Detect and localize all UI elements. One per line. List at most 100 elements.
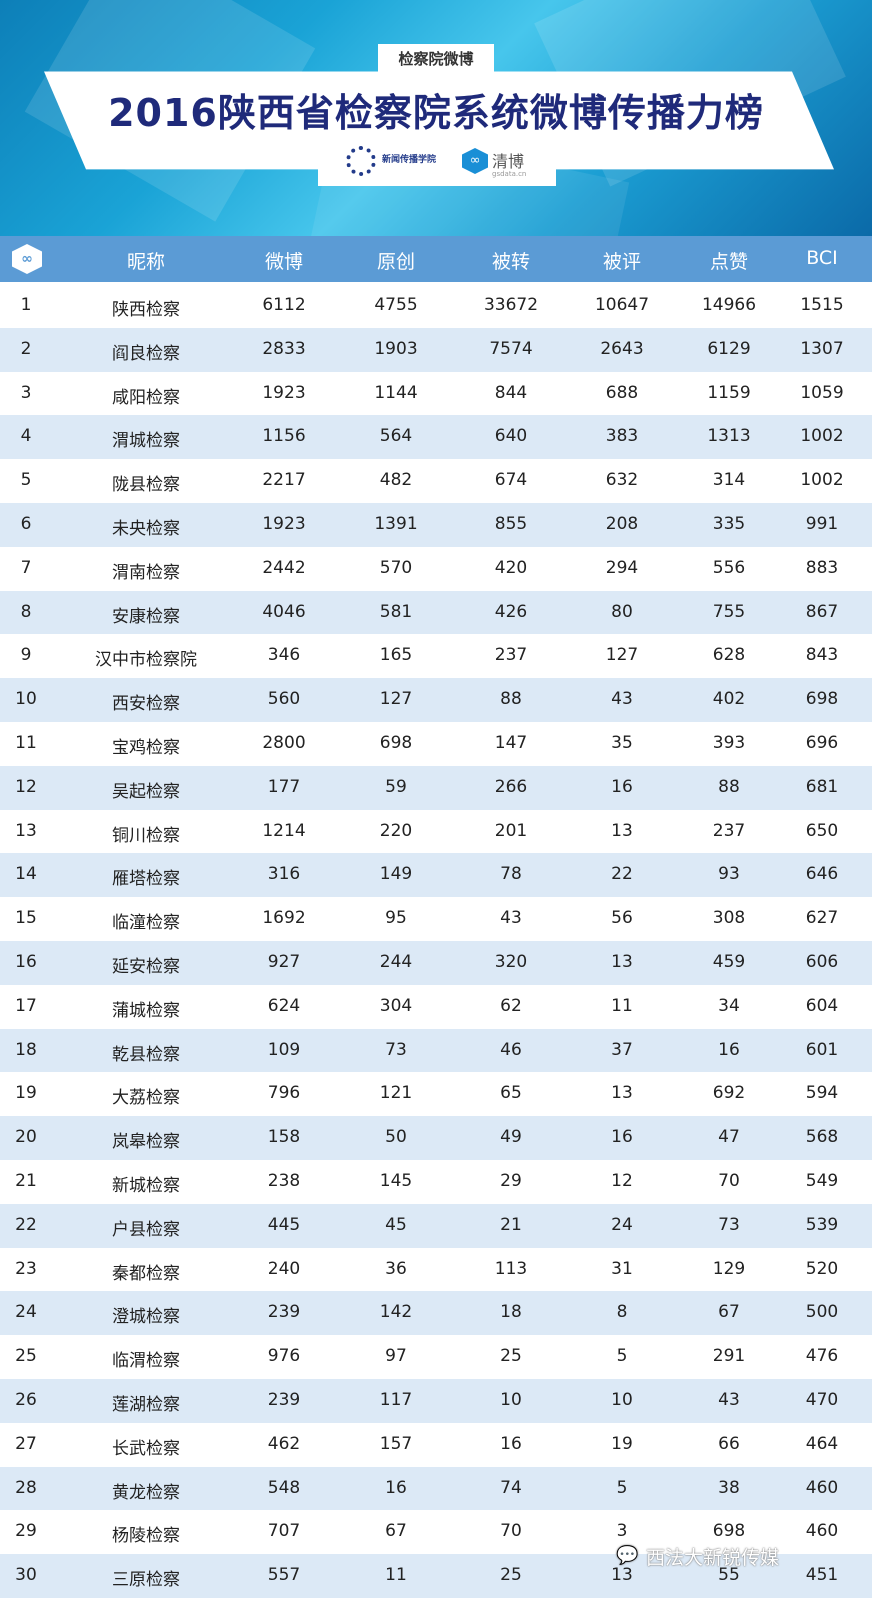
cell-weibo-count: 796 bbox=[267, 1083, 301, 1104]
category-tag: 检察院微博 bbox=[378, 44, 494, 72]
table-row: 17 蒲城检察 624 304 62 11 34 604 bbox=[0, 985, 872, 1029]
cell-weibo-count: 238 bbox=[267, 1171, 301, 1191]
cell-nickname: 莲湖检察 bbox=[112, 1395, 180, 1415]
cell-nickname: 长武检察 bbox=[112, 1438, 180, 1459]
cell-weibo-count: 177 bbox=[267, 776, 301, 797]
cell-rank: 6 bbox=[20, 514, 32, 534]
cell-weibo-count: 976 bbox=[267, 1346, 301, 1367]
cell-weibo-count: 1923 bbox=[262, 382, 306, 403]
cell-original-count: 59 bbox=[385, 776, 407, 797]
cell-original-count: 581 bbox=[379, 601, 413, 622]
cell-comment-count: 35 bbox=[611, 733, 633, 753]
cell-comment-count: 208 bbox=[605, 514, 639, 534]
cell-original-count: 95 bbox=[385, 908, 407, 929]
cell-nickname: 雁塔检察 bbox=[112, 869, 180, 890]
table-row: 15 临潼检察 1692 95 43 56 308 627 bbox=[0, 897, 872, 941]
cell-like-count: 314 bbox=[712, 470, 746, 491]
cell-weibo-count: 109 bbox=[267, 1039, 301, 1060]
sponsor-logos: 新闻传播学院 ∞ 清博 gsdata.cn bbox=[318, 138, 556, 186]
cell-comment-count: 12 bbox=[611, 1171, 633, 1191]
cell-repost-count: 21 bbox=[500, 1214, 522, 1235]
cell-nickname: 未央检察 bbox=[112, 519, 180, 539]
table-row: 22 户县检察 445 45 21 24 73 539 bbox=[0, 1203, 872, 1248]
cell-repost-count: 46 bbox=[500, 1039, 522, 1060]
table-row: 24 澄城检察 239 142 18 8 67 500 bbox=[0, 1291, 872, 1336]
cell-rank: 29 bbox=[15, 1521, 37, 1542]
cell-like-count: 692 bbox=[712, 1083, 746, 1104]
page-title: 2016陕西省检察院系统微博传播力榜 bbox=[108, 91, 764, 135]
cell-rank: 23 bbox=[15, 1258, 37, 1279]
cell-bci: 568 bbox=[805, 1127, 839, 1148]
table-row: 8 安康检察 4046 581 426 80 755 867 bbox=[0, 590, 872, 635]
cell-nickname: 宝鸡检察 bbox=[112, 738, 180, 758]
cell-original-count: 1903 bbox=[374, 338, 418, 359]
cell-comment-count: 31 bbox=[611, 1258, 633, 1279]
cell-rank: 5 bbox=[20, 470, 32, 491]
cell-rank: 18 bbox=[15, 1039, 37, 1060]
cell-rank: 3 bbox=[20, 382, 32, 403]
cell-rank: 11 bbox=[15, 733, 37, 753]
cell-rank: 9 bbox=[20, 645, 32, 666]
cell-comment-count: 8 bbox=[616, 1302, 628, 1323]
cell-bci: 1307 bbox=[800, 338, 844, 359]
table-row: 18 乾县检察 109 73 46 37 16 601 bbox=[0, 1028, 872, 1073]
table-row: 21 新城检察 238 145 29 12 70 549 bbox=[0, 1160, 872, 1204]
cell-like-count: 38 bbox=[718, 1477, 740, 1498]
cell-repost-count: 70 bbox=[500, 1521, 522, 1542]
cell-bci: 549 bbox=[805, 1171, 839, 1191]
cell-like-count: 47 bbox=[718, 1127, 740, 1148]
cell-rank: 17 bbox=[15, 995, 37, 1016]
cell-repost-count: 113 bbox=[494, 1258, 528, 1279]
cell-comment-count: 11 bbox=[611, 995, 633, 1016]
cell-weibo-count: 560 bbox=[267, 689, 301, 710]
cell-repost-count: 201 bbox=[494, 820, 528, 841]
cell-like-count: 70 bbox=[718, 1171, 740, 1191]
cell-like-count: 755 bbox=[712, 601, 746, 622]
cell-repost-count: 855 bbox=[494, 514, 528, 534]
cell-repost-count: 74 bbox=[500, 1477, 522, 1498]
cell-repost-count: 266 bbox=[494, 776, 528, 797]
wechat-icon: 💬 bbox=[616, 1545, 639, 1566]
cell-weibo-count: 2833 bbox=[262, 338, 306, 359]
cell-weibo-count: 346 bbox=[267, 645, 301, 666]
cell-rank: 1 bbox=[20, 295, 32, 315]
table-row: 26 莲湖检察 239 117 10 10 43 470 bbox=[0, 1379, 872, 1423]
table-row: 9 汉中市检察院 346 165 237 127 628 843 bbox=[0, 634, 872, 678]
cell-bci: 1002 bbox=[800, 426, 844, 447]
cell-nickname: 黄龙检察 bbox=[112, 1482, 180, 1503]
cell-weibo-count: 2217 bbox=[262, 470, 306, 491]
watermark-text: 西法大新锐传媒 bbox=[646, 1547, 780, 1569]
cell-rank: 10 bbox=[15, 689, 37, 710]
cell-nickname: 岚皋检察 bbox=[112, 1132, 180, 1153]
table-row: 30 三原检察 557 11 25 13 55 451 bbox=[0, 1554, 872, 1598]
cell-like-count: 402 bbox=[712, 689, 746, 710]
cell-like-count: 129 bbox=[712, 1258, 746, 1279]
cell-nickname: 乾县检察 bbox=[112, 1044, 180, 1065]
cell-like-count: 66 bbox=[718, 1433, 740, 1454]
cell-weibo-count: 1214 bbox=[262, 820, 306, 841]
cell-nickname: 阎良检察 bbox=[112, 343, 180, 364]
cell-original-count: 11 bbox=[385, 1565, 407, 1586]
cell-original-count: 36 bbox=[385, 1258, 407, 1279]
cell-comment-count: 127 bbox=[605, 645, 639, 666]
cell-weibo-count: 239 bbox=[267, 1390, 301, 1410]
cell-bci: 500 bbox=[805, 1302, 839, 1323]
cell-like-count: 55 bbox=[718, 1565, 740, 1586]
cell-bci: 470 bbox=[805, 1390, 839, 1410]
cell-original-count: 165 bbox=[379, 645, 413, 666]
cell-repost-count: 420 bbox=[494, 557, 528, 578]
cell-bci: 696 bbox=[805, 733, 839, 753]
cell-original-count: 142 bbox=[379, 1302, 413, 1323]
cell-original-count: 1391 bbox=[374, 514, 418, 534]
column-header: 被转 bbox=[491, 251, 531, 273]
cell-weibo-count: 1156 bbox=[262, 426, 306, 447]
cell-bci: 606 bbox=[805, 952, 839, 972]
cell-bci: 460 bbox=[805, 1521, 839, 1542]
cell-like-count: 335 bbox=[712, 514, 746, 534]
cell-repost-count: 25 bbox=[500, 1565, 522, 1586]
column-header: 原创 bbox=[376, 251, 416, 273]
table-header: ∞ 昵称 微博 原创 被转 被评 点赞 BCI bbox=[0, 236, 872, 282]
cell-repost-count: 62 bbox=[500, 995, 522, 1016]
cell-like-count: 393 bbox=[712, 733, 746, 753]
cell-rank: 8 bbox=[20, 601, 32, 622]
